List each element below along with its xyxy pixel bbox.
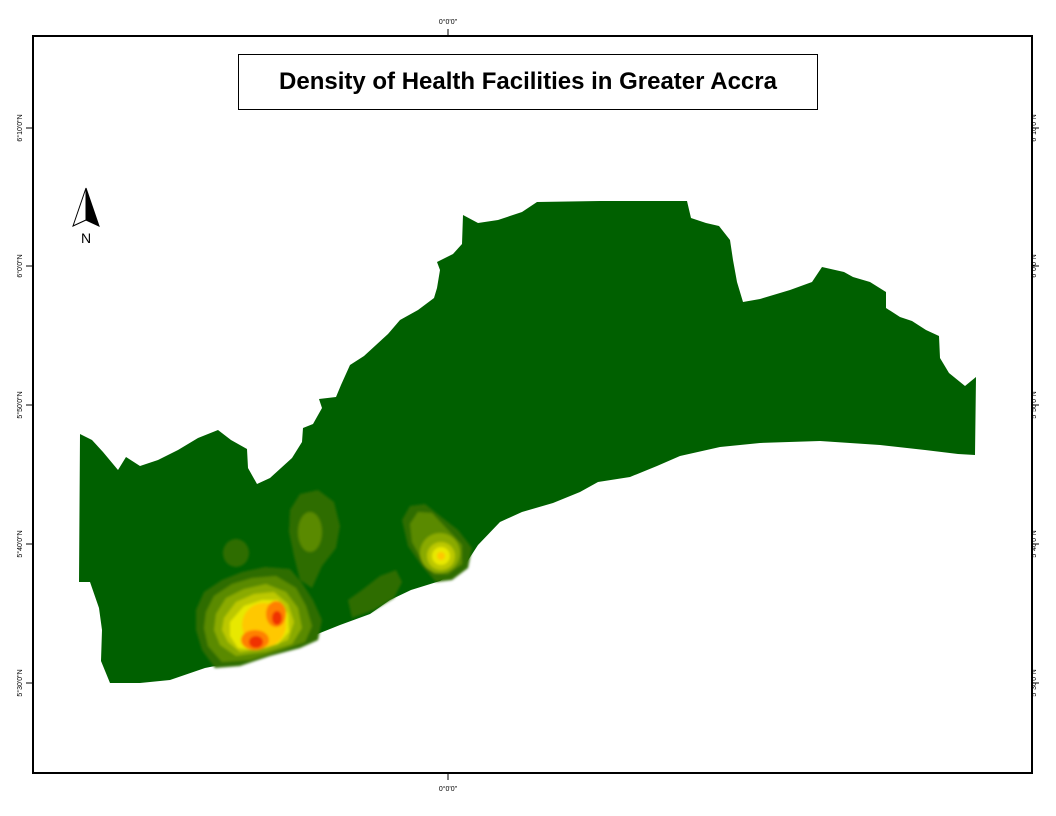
hotspot-accra-central bbox=[196, 567, 322, 668]
longitude-label-top: 0°0'0" bbox=[439, 18, 458, 26]
latitude-label-left: 5°30'0"N bbox=[16, 669, 24, 696]
hotspot-middle bbox=[348, 570, 402, 618]
hotspot-tema bbox=[402, 504, 472, 582]
north-arrow-icon: N bbox=[72, 187, 100, 246]
latitude-label-left: 6°0'0"N bbox=[16, 254, 24, 277]
latitude-label-right: 5°30'0"N bbox=[1030, 669, 1038, 696]
latitude-label-right: 5°40'0"N bbox=[1030, 530, 1038, 557]
latitude-label-left: 5°40'0"N bbox=[16, 530, 24, 557]
latitude-label-right: 6°0'0"N bbox=[1030, 254, 1038, 277]
map-title: Density of Health Facilities in Greater … bbox=[238, 54, 818, 110]
graticule-ticks bbox=[26, 29, 1039, 780]
map-title-text: Density of Health Facilities in Greater … bbox=[279, 68, 777, 95]
latitude-label-right: 6°10'0"N bbox=[1030, 114, 1038, 141]
latitude-label-left: 6°10'0"N bbox=[16, 114, 24, 141]
north-arrow-label: N bbox=[81, 230, 91, 246]
longitude-label-bottom: 0°0'0" bbox=[439, 785, 458, 793]
density-surface bbox=[196, 490, 472, 668]
latitude-label-right: 5°50'0"N bbox=[1030, 391, 1038, 418]
hotspot-west bbox=[223, 539, 249, 567]
hotspot-north bbox=[289, 490, 340, 588]
latitude-label-left: 5°50'0"N bbox=[16, 391, 24, 418]
